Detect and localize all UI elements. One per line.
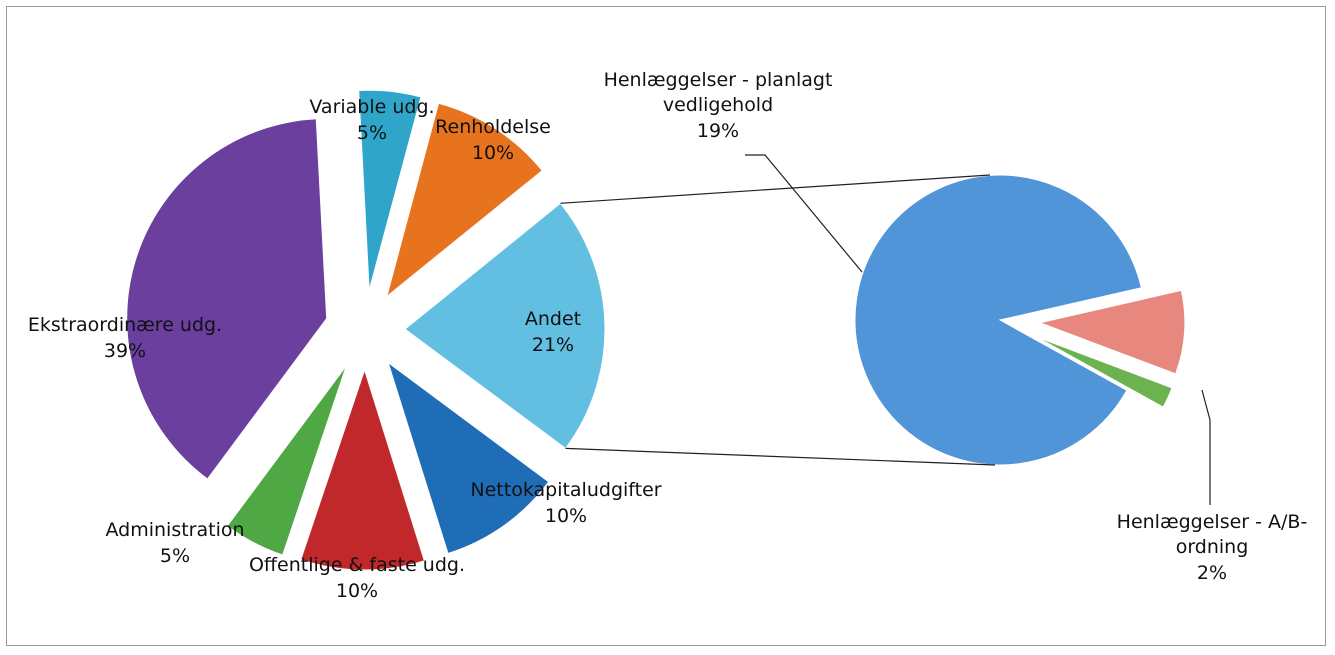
slice-value-label: 5% xyxy=(159,545,191,567)
pie-slice xyxy=(226,365,347,556)
leader-line xyxy=(1201,389,1211,505)
pie-slice xyxy=(854,174,1142,466)
leader-line xyxy=(745,154,863,273)
slice-label: Henlæggelser - planlagt vedligehold xyxy=(603,69,833,116)
slice-label: Ekstraordinære udg. xyxy=(27,314,223,336)
slice-value-label: 21% xyxy=(531,334,575,356)
slice-value-label: 2% xyxy=(1196,562,1228,584)
connector-line xyxy=(565,447,996,466)
slice-label: Offentlige & faste udg. xyxy=(248,554,466,576)
slice-label: Andet xyxy=(524,308,582,330)
pie-slice xyxy=(358,89,422,291)
slice-label: Renholdelse xyxy=(435,116,551,138)
pie-slice xyxy=(126,118,328,480)
pie-slice xyxy=(300,368,426,571)
pie-slice xyxy=(1036,336,1173,408)
slice-value-label: 5% xyxy=(356,122,388,144)
connector-line xyxy=(560,174,991,204)
pie-slice xyxy=(387,361,550,555)
pie-slice xyxy=(404,202,606,450)
slice-label: Nettokapitaludgifter xyxy=(470,479,662,501)
slice-label: Henlæggelser - A/B-ordning xyxy=(1116,511,1308,558)
slice-value-label: 10% xyxy=(335,580,379,602)
slice-value-label: 19% xyxy=(696,120,740,142)
slice-label: Administration xyxy=(105,519,245,541)
slice-label: Variable udg. xyxy=(309,96,435,118)
chart-frame xyxy=(6,6,1326,646)
slice-value-label: 10% xyxy=(471,142,515,164)
slice-value-label: 10% xyxy=(544,505,588,527)
pie-slice xyxy=(1038,289,1186,375)
pie-slice xyxy=(385,102,543,298)
slice-value-label: 39% xyxy=(103,340,147,362)
